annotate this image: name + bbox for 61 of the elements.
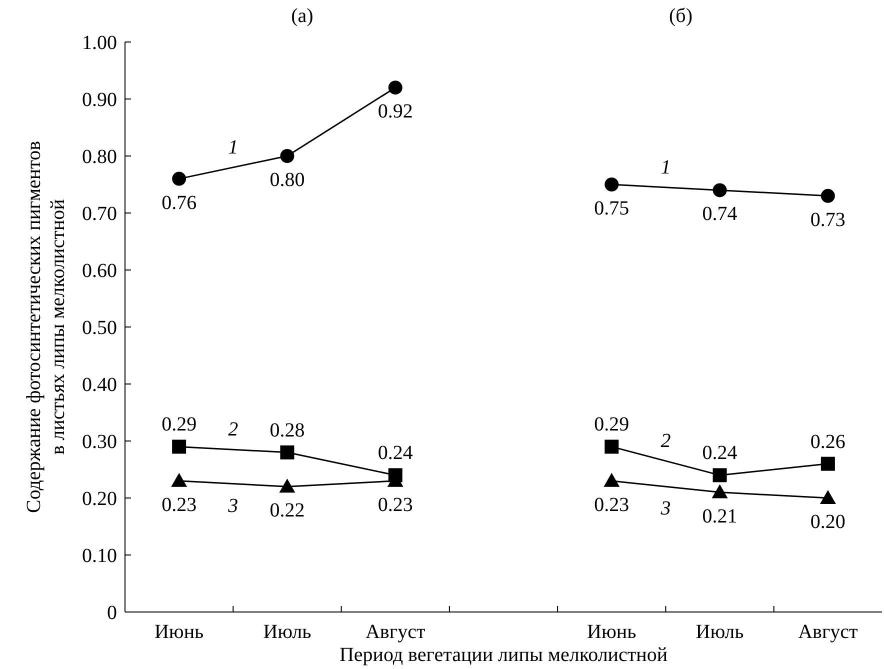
text: (а) [291,5,314,27]
point [388,80,402,95]
point [820,490,836,504]
y-tick-label: 0.80 [82,146,117,168]
y-tick-label: 0.40 [82,374,117,396]
point [604,472,620,487]
data-label: 0.28 [270,419,305,442]
y-tick-label: 0.70 [82,203,117,225]
point [712,183,727,198]
point [280,149,294,163]
x-axis-title: Период вегетации липы мелколистной [339,644,668,666]
data-label: 0.92 [378,100,413,123]
point [712,468,727,482]
data-label: 0.75 [594,198,630,220]
data-label: 0.20 [810,511,846,533]
data-label: 0.29 [594,414,630,436]
data-label: 0.21 [702,505,738,528]
data-label: 0.74 [702,203,738,226]
point [604,178,619,192]
point [280,445,294,460]
y-tick-label: 0.20 [82,488,117,510]
data-label: 0.23 [594,494,630,516]
y-tick-label: 0.10 [82,545,117,567]
point [604,440,619,454]
data-label: 0.29 [162,414,197,436]
data-label: 0.24 [378,442,413,464]
series-label: 3 [660,498,671,520]
text: 3 [228,494,238,517]
y-tick-label: 0 [107,602,117,624]
x-tick-label: Июль [696,621,744,643]
y-axis-title: Содержание фотосинтетических пигментов в листьях липы мелколистной [23,140,69,514]
text: 2 [228,418,238,441]
x-tick-label: Июль [263,621,312,643]
y-tick-label: 0.90 [82,89,117,111]
y-tick-label: 1.00 [82,32,117,54]
y-tick-label: 0.30 [82,431,117,453]
data-label: 0.26 [810,430,846,453]
point [172,172,186,186]
data-label: 0.24 [702,442,738,464]
point [820,456,835,471]
series-label: 1 [228,136,238,158]
data-label: 0.73 [810,208,846,231]
data-label: 0.23 [162,494,197,516]
point [820,188,835,203]
point [171,472,188,487]
data-label: 0.76 [162,192,197,214]
series-label: 2 [660,430,671,452]
text: 1 [660,156,671,178]
x-tick-label: Август [366,621,426,643]
data-label: 0.22 [270,500,305,522]
x-tick-label: Август [798,621,858,643]
text: (б) [669,5,692,27]
x-tick-label: Июнь [587,621,636,643]
point [712,484,728,498]
y-tick-label: 0.50 [82,317,117,339]
data-label: 0.80 [270,169,305,191]
point [279,478,296,493]
x-tick-label: Июнь [154,621,204,643]
y-tick-label: 0.60 [82,260,117,282]
data-label: 0.23 [378,494,413,516]
point [172,440,186,454]
